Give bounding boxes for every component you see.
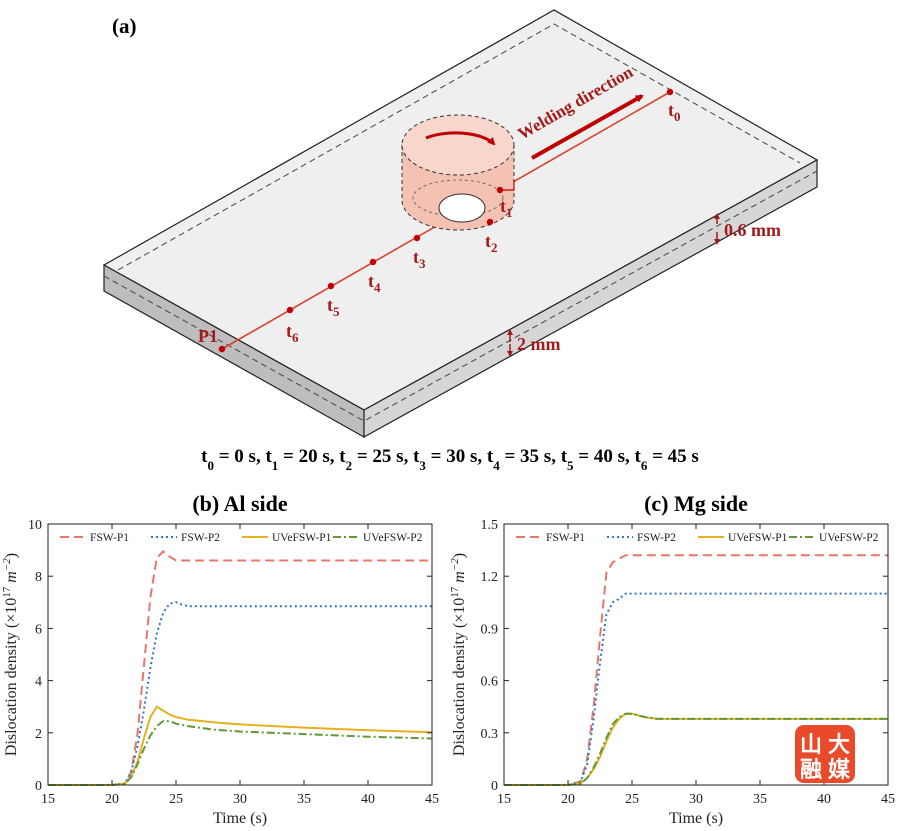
watermark-char: 大 xyxy=(828,732,850,757)
watermark-char: 媒 xyxy=(828,757,851,782)
series-line-fsw-p2 xyxy=(48,601,432,786)
legend-label: UVeFSW-P2 xyxy=(819,532,879,544)
series-line-fsw-p1 xyxy=(504,554,888,786)
y-tick-label: 0.9 xyxy=(481,622,499,637)
time-point-marker xyxy=(666,88,674,96)
time-point-marker xyxy=(327,282,335,290)
time-point-label: t2 xyxy=(485,231,498,255)
time-point-marker xyxy=(286,306,294,314)
y-tick-label: 0.6 xyxy=(481,675,499,690)
x-tick-label: 30 xyxy=(233,792,247,807)
y-axis-label: Dislocation density (×1017 m−2) xyxy=(1,553,20,756)
welding-tool xyxy=(401,114,515,231)
series-line-uvefsw-p2 xyxy=(48,720,433,786)
x-tick-label: 30 xyxy=(689,792,703,807)
time-point-label: t0 xyxy=(668,100,681,124)
y-tick-label: 2 xyxy=(35,727,42,742)
x-tick-label: 45 xyxy=(425,792,439,807)
legend-label: FSW-P2 xyxy=(181,532,220,544)
x-tick-label: 40 xyxy=(817,792,831,807)
legend-label: FSW-P2 xyxy=(637,532,676,544)
plot-frame xyxy=(47,523,433,786)
y-tick-label: 0.3 xyxy=(481,727,499,742)
chart-title: (c) Mg side xyxy=(644,491,748,516)
x-tick-label: 15 xyxy=(497,792,511,807)
t1-bracket xyxy=(500,180,515,191)
plate-thickness-label: 2 mm xyxy=(517,334,561,354)
legend-label: FSW-P1 xyxy=(546,532,585,544)
x-tick-label: 15 xyxy=(41,792,55,807)
legend-label: UVeFSW-P2 xyxy=(363,532,423,544)
x-tick-label: 35 xyxy=(297,792,311,807)
time-point-label: t5 xyxy=(327,295,340,319)
time-point-label: t4 xyxy=(368,271,381,295)
watermark-char: 融 xyxy=(800,757,822,782)
y-tick-label: 1.2 xyxy=(481,570,499,585)
y-tick-label: 4 xyxy=(35,675,42,690)
series-line-fsw-p2 xyxy=(504,592,888,786)
layer-thickness-label: 0.6 mm xyxy=(724,220,781,240)
x-axis-label: Time (s) xyxy=(669,810,723,827)
y-tick-label: 0 xyxy=(35,779,42,794)
welding-direction-arrow xyxy=(531,94,644,160)
x-tick-label: 20 xyxy=(561,792,575,807)
layer-line-top xyxy=(117,23,801,271)
panel-a-label: (a) xyxy=(112,14,137,38)
chart-title: (b) Al side xyxy=(192,491,288,516)
x-tick-label: 35 xyxy=(753,792,767,807)
chart-al-side: (b) Al side 15 20 25 30 35 40 45 0 2 4 6 8 10 Time (s)… xyxy=(1,491,439,827)
y-tick-label: 0 xyxy=(491,779,498,794)
time-point-marker xyxy=(486,218,494,226)
time-point-marker xyxy=(369,258,377,266)
x-tick-label: 20 xyxy=(105,792,119,807)
y-tick-label: 10 xyxy=(28,518,42,533)
series-line-fsw-p1 xyxy=(48,550,432,786)
series-line-uvefsw-p1 xyxy=(48,705,433,786)
y-axis-label: Dislocation density (×1017 m−2) xyxy=(449,553,468,756)
series-line-uvefsw-p2 xyxy=(504,712,888,786)
x-tick-label: 45 xyxy=(881,792,895,807)
legend-label: UVeFSW-P1 xyxy=(272,532,332,544)
time-point-label: t6 xyxy=(286,321,299,345)
point-p1-marker xyxy=(218,345,226,353)
y-tick-label: 6 xyxy=(35,622,42,637)
legend-label: FSW-P1 xyxy=(90,532,129,544)
time-caption: t0 = 0 s, t1 = 20 s, t2 = 25 s, t3 = 30 … xyxy=(201,446,699,473)
watermark-char: 山 xyxy=(800,732,822,757)
x-tick-label: 40 xyxy=(361,792,375,807)
y-tick-label: 1.5 xyxy=(481,518,499,533)
time-point-label: t1 xyxy=(500,196,513,220)
x-tick-label: 25 xyxy=(169,792,183,807)
watermark-logo: 山 大 融 媒 xyxy=(795,725,855,783)
plate-right-face xyxy=(363,158,818,439)
x-tick-label: 25 xyxy=(625,792,639,807)
point-p1-label: P1 xyxy=(198,326,218,346)
layer-line-side xyxy=(103,170,818,422)
x-axis-label: Time (s) xyxy=(213,810,267,827)
time-point-marker xyxy=(413,234,421,242)
chart-mg-side: (c) Mg side 15 20 25 30 35 40 45 0 0.3 0.6 0.9 1.2 1.… xyxy=(449,491,895,827)
y-tick-label: 8 xyxy=(35,570,42,585)
time-point-label: t3 xyxy=(413,247,426,271)
legend-label: UVeFSW-P1 xyxy=(728,532,788,544)
